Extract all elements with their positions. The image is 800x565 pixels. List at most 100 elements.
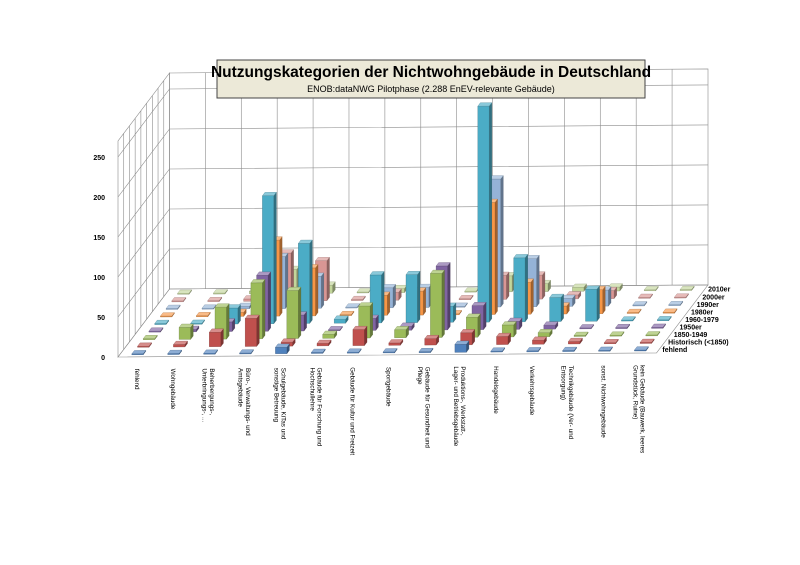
bar: [201, 304, 217, 310]
bar: [275, 343, 290, 355]
bar-top: [339, 311, 355, 315]
bar: [639, 338, 655, 344]
bar-top: [358, 302, 374, 307]
category-label-line: Büro-, Verwaltungs- und: [244, 368, 251, 436]
bar-top: [679, 285, 695, 290]
bar-top: [465, 313, 481, 318]
bar-top: [250, 279, 266, 284]
bar-side: [226, 303, 230, 340]
bar-side: [267, 271, 271, 332]
bar: [137, 342, 152, 348]
bar: [322, 330, 338, 339]
bar: [668, 300, 684, 307]
bar-top: [382, 348, 398, 353]
category-label: Produktions-, Werkstatt-,Lager- und Betr…: [452, 366, 466, 446]
bar-top: [286, 286, 302, 291]
bar: [573, 331, 589, 337]
bar-top: [208, 328, 224, 333]
category-label-line: Gebäude für Kultur und Freizeit: [348, 367, 355, 455]
bar-top: [244, 314, 260, 319]
bar-front: [322, 334, 335, 339]
bar: [430, 269, 445, 338]
bar: [674, 293, 689, 299]
bar: [339, 310, 355, 317]
bar: [142, 334, 158, 341]
category-label-line: Pflege: [416, 367, 423, 385]
bar: [513, 253, 529, 323]
bar-front: [424, 338, 437, 346]
bar: [615, 323, 631, 330]
bar: [549, 293, 564, 322]
bar: [632, 301, 648, 307]
bar: [356, 288, 372, 294]
bar: [131, 349, 147, 356]
bar-top: [430, 269, 445, 274]
bar-side: [309, 239, 313, 324]
bar-side: [602, 285, 606, 315]
bar-top: [674, 293, 689, 298]
bar-front: [572, 287, 585, 292]
bar-top: [256, 271, 272, 276]
bar-top: [350, 295, 366, 300]
chart-grid: [117, 68, 709, 358]
bar-side: [387, 291, 390, 316]
category-label-line: Verkehrsgebäude: [528, 366, 535, 416]
category-label-line: Wohngebäude: [169, 369, 176, 410]
bar-top: [167, 349, 182, 354]
bar: [173, 340, 188, 348]
bar: [634, 346, 649, 352]
bar-front: [496, 336, 509, 345]
bar: [237, 302, 253, 310]
category-label-line: Unterbringungs-, ...: [201, 368, 208, 422]
bar-side: [506, 271, 510, 300]
series-label: Historisch (<1850): [668, 340, 729, 347]
bar-top: [203, 349, 218, 354]
bar: [358, 302, 374, 339]
y-tick-label: 0: [101, 355, 105, 362]
category-label-line: Beherbergungs-,: [208, 368, 215, 415]
category-label-line: Hochschullehre: [308, 368, 315, 412]
category-label-line: Technikgebäude (Ver- und: [567, 366, 574, 440]
bar: [177, 289, 192, 295]
bar-side: [483, 301, 487, 331]
bar: [280, 338, 296, 347]
bar: [333, 315, 349, 324]
bar: [171, 297, 187, 303]
bar: [532, 336, 547, 345]
bar: [350, 295, 366, 301]
bar: [458, 294, 474, 301]
bar-top: [173, 340, 188, 345]
bar: [203, 349, 218, 355]
bar: [154, 319, 170, 325]
bar-top: [668, 301, 684, 305]
bar: [621, 316, 636, 322]
bar: [165, 304, 181, 310]
bar-top: [513, 254, 529, 259]
bar-top: [346, 348, 362, 353]
bar-front: [405, 274, 418, 323]
bar-top: [239, 349, 254, 354]
bar-top: [165, 304, 181, 309]
series-label: 1850-1949: [674, 332, 708, 339]
bar-front: [454, 344, 467, 353]
category-label: fehlend: [133, 369, 140, 390]
bar: [460, 328, 476, 346]
category-label-line: Produktions-, Werkstatt-,: [459, 366, 466, 435]
bar-top: [333, 315, 349, 320]
bar-side: [298, 286, 302, 339]
bar-side: [273, 191, 277, 325]
category-label: Schulgebäude, KiTas undsonstige Betreuun…: [272, 368, 286, 440]
bar-top: [160, 312, 175, 317]
category-label-line: Gebäude für Forschung und: [316, 368, 323, 447]
chart-title: Nutzungskategorien der Nichtwohngebäude …: [211, 64, 651, 81]
category-label-line: Grundstück, Ruine): [631, 365, 638, 419]
y-tick-label: 250: [93, 155, 105, 162]
bar: [465, 313, 481, 338]
bar-top: [275, 343, 290, 348]
series-label: 2010er: [708, 287, 730, 294]
bar-top: [345, 303, 361, 308]
bar-top: [213, 289, 228, 294]
bar-top: [137, 342, 152, 347]
bar-top: [148, 327, 164, 332]
